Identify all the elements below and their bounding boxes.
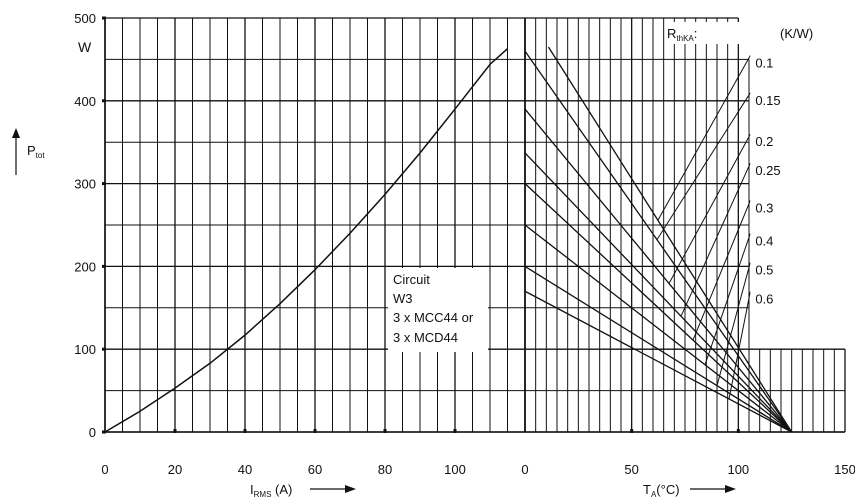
rth-label-bg bbox=[750, 88, 799, 109]
x-tick-label: 80 bbox=[378, 462, 392, 477]
x-tick-label: 60 bbox=[308, 462, 322, 477]
rth-leader-0.25 bbox=[680, 162, 751, 317]
grid bbox=[104, 17, 846, 433]
legend-title-label: R bbox=[667, 26, 676, 41]
x-tick-label: 20 bbox=[168, 462, 182, 477]
x-axis-label-2-sub: A bbox=[651, 490, 657, 499]
x-tick-label: 40 bbox=[238, 462, 252, 477]
rth-label-bg bbox=[750, 258, 799, 279]
svg-text:Ptot: Ptot bbox=[27, 143, 45, 160]
rth-label-0.6: 0.6 bbox=[755, 292, 773, 307]
rth-leader-0.5 bbox=[716, 262, 751, 386]
y-tick-mark bbox=[102, 347, 106, 351]
x-axis-label-2: T bbox=[643, 482, 651, 497]
annotation-line-3: 3 x MCC44 or bbox=[393, 310, 474, 325]
rth-line-0.2 bbox=[524, 108, 793, 433]
rth-line-0.25 bbox=[524, 152, 793, 433]
rth-leader-0.1 bbox=[657, 55, 751, 221]
rth-label-0.3: 0.3 bbox=[755, 200, 773, 215]
x-tick-mark bbox=[453, 429, 457, 433]
y-unit: W bbox=[78, 39, 92, 55]
rth-leader-0.2 bbox=[668, 133, 751, 284]
power-curve bbox=[104, 48, 509, 433]
y-tick-mark bbox=[102, 430, 106, 434]
x-tick-mark bbox=[736, 429, 740, 433]
rth-label-bg bbox=[750, 130, 799, 151]
y-axis-label: P bbox=[27, 143, 36, 158]
rth-line-0.6 bbox=[524, 290, 792, 433]
annotation-line-2: W3 bbox=[393, 291, 413, 306]
x-axis-unit-2: (°C) bbox=[656, 482, 679, 497]
x-axis-label-sub: RMS bbox=[254, 490, 272, 499]
rth-line-0.5 bbox=[524, 265, 793, 433]
svg-text:IRMS (A): IRMS (A) bbox=[250, 482, 292, 499]
rth-label-0.5: 0.5 bbox=[755, 263, 773, 278]
legend-unit: (K/W) bbox=[780, 26, 813, 41]
x-tick-mark bbox=[173, 429, 177, 433]
x-axis-unit: (A) bbox=[275, 482, 292, 497]
rth-line-0.1 bbox=[547, 46, 793, 433]
rth-line-0.4 bbox=[524, 224, 793, 433]
rth-label-0.4: 0.4 bbox=[755, 234, 773, 249]
rth-leader-0.3 bbox=[692, 200, 751, 341]
x2-tick-label: 100 bbox=[727, 462, 749, 477]
annotation-line-4: 3 x MCD44 bbox=[393, 330, 458, 345]
x-tick-label: 0 bbox=[101, 462, 108, 477]
rth-label-bg bbox=[750, 229, 799, 250]
x-axis-label: I bbox=[250, 482, 254, 497]
y-axis-title: Ptot bbox=[12, 128, 45, 175]
y-tick-label: 400 bbox=[74, 94, 96, 109]
rth-leader-0.15 bbox=[656, 92, 751, 240]
y-tick-mark bbox=[102, 16, 106, 20]
rth-label-bg bbox=[750, 287, 799, 308]
x-tick-label: 100 bbox=[444, 462, 466, 477]
rth-leader-0.4 bbox=[704, 233, 751, 365]
legend-title-sub: thKA bbox=[676, 34, 694, 43]
rth-label-0.25: 0.25 bbox=[755, 163, 780, 178]
x-axis-title-ambient: TA(°C) bbox=[643, 482, 736, 499]
annotation-line-1: Circuit bbox=[393, 272, 430, 287]
y-tick-label: 200 bbox=[74, 259, 96, 274]
x2-tick-label: 150 bbox=[834, 462, 855, 477]
x-axis-title-current: IRMS (A) bbox=[250, 482, 356, 499]
x-tick-mark bbox=[630, 429, 634, 433]
x2-tick-label: 0 bbox=[521, 462, 528, 477]
rth-leader-0.6 bbox=[728, 291, 751, 400]
legend-title: RthKA: (K/W) bbox=[665, 22, 830, 44]
rth-label-0.2: 0.2 bbox=[755, 134, 773, 149]
y-tick-mark bbox=[102, 99, 106, 103]
rth-label-bg bbox=[750, 196, 799, 217]
y-tick-label: 0 bbox=[89, 425, 96, 440]
x-tick-mark bbox=[313, 429, 317, 433]
y-tick-label: 100 bbox=[74, 342, 96, 357]
rth-line-0.15 bbox=[524, 50, 793, 433]
tick-labels: 0 100 200 300 400 500 0 20 40 60 80 100 0 50 100 150 0.1… bbox=[74, 11, 855, 477]
y-tick-mark bbox=[102, 264, 106, 268]
x2-tick-label: 50 bbox=[624, 462, 638, 477]
x-tick-mark bbox=[243, 429, 247, 433]
y-tick-label: 500 bbox=[74, 11, 96, 26]
y-tick-label: 300 bbox=[74, 177, 96, 192]
rth-line-0.3 bbox=[524, 183, 793, 433]
svg-text:RthKA:: RthKA: bbox=[667, 26, 697, 43]
svg-text:TA(°C): TA(°C) bbox=[643, 482, 680, 499]
rth-label-0.15: 0.15 bbox=[755, 93, 780, 108]
rth-label-bg bbox=[750, 159, 799, 180]
x-tick-mark bbox=[383, 429, 387, 433]
y-tick-mark bbox=[102, 182, 106, 186]
circuit-annotation: Circuit W3 3 x MCC44 or 3 x MCD44 bbox=[388, 268, 488, 352]
rth-label-0.1: 0.1 bbox=[755, 56, 773, 71]
data-marks bbox=[104, 46, 793, 433]
y-axis-label-sub: tot bbox=[36, 151, 46, 160]
rth-label-bg bbox=[750, 51, 799, 72]
